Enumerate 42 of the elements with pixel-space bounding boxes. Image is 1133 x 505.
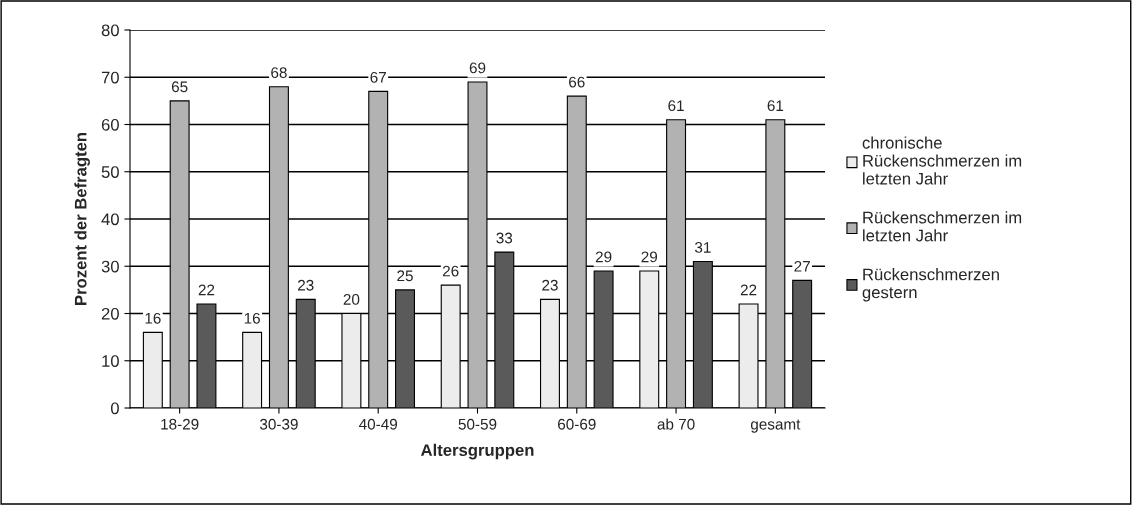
y-tick-label: 0 <box>110 402 119 415</box>
data-label: 22 <box>198 284 215 296</box>
y-tick-label: 80 <box>101 24 119 37</box>
data-label: 61 <box>668 100 684 112</box>
data-label: 65 <box>171 81 188 93</box>
y-axis-title: Prozent der Befragten <box>74 132 90 305</box>
y-tick-label: 50 <box>101 166 119 178</box>
data-label: 68 <box>271 67 287 79</box>
x-axis-title: Altersgruppen <box>420 443 534 460</box>
y-tick-label: 30 <box>101 260 119 273</box>
data-label: 20 <box>343 293 360 305</box>
data-label: 67 <box>370 71 386 83</box>
y-tick-label: 40 <box>101 213 119 226</box>
x-tick-label: 60-69 <box>558 418 596 430</box>
data-label: 66 <box>569 76 585 88</box>
data-label: 33 <box>496 232 513 244</box>
x-tick-label: gesamt <box>750 419 801 433</box>
y-tick-label: 20 <box>101 307 119 320</box>
y-tick-label: 10 <box>102 355 119 367</box>
data-label: 23 <box>542 279 558 291</box>
data-label: 61 <box>767 100 784 112</box>
y-tick-label: 60 <box>101 118 119 131</box>
data-label: 16 <box>145 312 161 324</box>
data-label: 16 <box>244 312 260 324</box>
data-label: 69 <box>469 62 486 74</box>
legend-label: chronische Rückenschmerzen im letzten Jahr <box>862 136 1022 185</box>
data-label: 29 <box>595 251 612 263</box>
x-tick-label: 50-59 <box>458 418 497 430</box>
data-label: 22 <box>740 284 757 296</box>
x-tick-label: 40-49 <box>359 418 398 430</box>
legend-label: Rückenschmerzen gestern <box>862 268 999 302</box>
legend-label: Rückenschmerzen im letzten Jahr <box>863 211 1022 242</box>
data-label: 26 <box>442 265 459 277</box>
y-tick-label: 70 <box>101 71 119 84</box>
x-tick-label: ab 70 <box>657 418 695 430</box>
x-tick-label: 18-29 <box>161 418 199 430</box>
data-label: 27 <box>794 260 810 272</box>
data-label: 25 <box>397 270 413 282</box>
data-label: 23 <box>298 279 314 291</box>
data-label: 29 <box>641 251 658 263</box>
x-tick-label: 30-39 <box>259 418 298 430</box>
data-label: 31 <box>694 242 711 253</box>
